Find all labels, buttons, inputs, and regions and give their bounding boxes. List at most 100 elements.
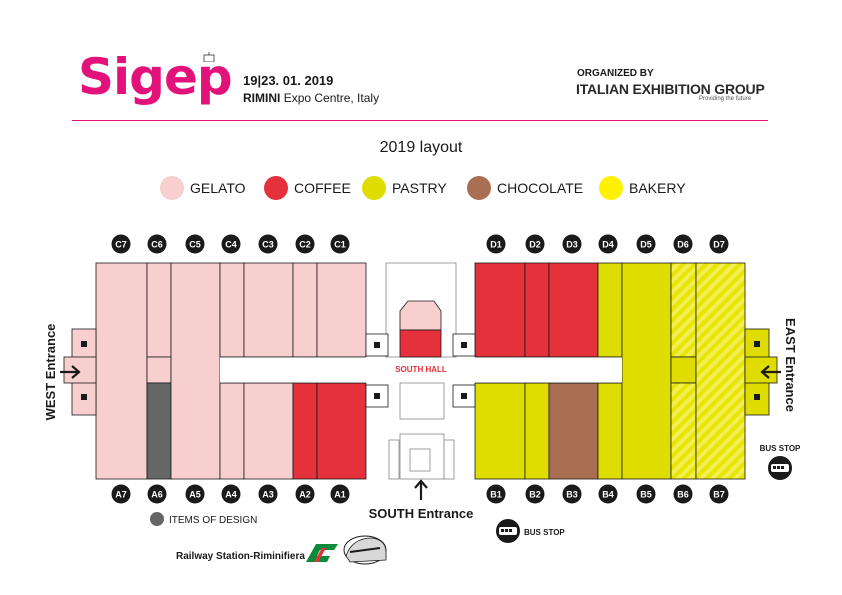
hall-badge-c6: [147, 234, 167, 254]
page-title: 2019 layout: [379, 139, 463, 156]
legend-bakery: BAKERY: [599, 176, 686, 200]
legend-chocolate-swatch: [467, 176, 491, 200]
hall-c6-lower[interactable]: [146, 356, 172, 384]
south-hall-red[interactable]: [399, 329, 442, 358]
hall-d6[interactable]: [670, 262, 697, 358]
hall-badge-d6: [673, 234, 693, 254]
hall-badge-c5: [185, 234, 205, 254]
east-entrance-label: EAST Entrance: [783, 318, 798, 412]
hall-d3[interactable]: [548, 262, 599, 358]
hall-badge-label-b6: B6: [677, 490, 689, 500]
hall-badge-d3: [562, 234, 582, 254]
hall-badge-b3: [562, 484, 582, 504]
hall-b3[interactable]: [548, 382, 599, 480]
hall-badge-b5: [636, 484, 656, 504]
hall-b2[interactable]: [524, 382, 550, 480]
hall-badge-label-d5: D5: [640, 240, 652, 250]
west-dot-top: [81, 341, 87, 347]
east-entrance-door[interactable]: [744, 356, 778, 384]
bus-stop-south-label: BUS STOP: [524, 528, 565, 537]
west-entrance-door[interactable]: [63, 356, 97, 384]
legend-gelato-label: GELATO: [190, 180, 246, 196]
legend-bakery-swatch: [599, 176, 623, 200]
hall-b6[interactable]: [670, 382, 697, 480]
south-hall-side-left: [388, 439, 400, 480]
sigep-logo: Sigep: [78, 48, 233, 106]
west-dot-bottom: [81, 394, 87, 400]
hall-c1[interactable]: [316, 262, 367, 358]
hall-badge-b7: [709, 484, 729, 504]
legend-gelato-swatch: [160, 176, 184, 200]
hall-d5-b5[interactable]: [621, 262, 672, 480]
hall-a3[interactable]: [243, 382, 294, 480]
hall-badge-label-d1: D1: [490, 240, 502, 250]
hall-a1[interactable]: [316, 382, 367, 480]
hall-badge-label-b1: B1: [490, 490, 502, 500]
hall-d6-lower[interactable]: [670, 356, 697, 384]
hall-a4[interactable]: [219, 382, 245, 480]
hall-a2[interactable]: [292, 382, 318, 480]
hall-badge-label-d6: D6: [677, 240, 689, 250]
hall-d4[interactable]: [597, 262, 623, 358]
hall-badge-c7: [111, 234, 131, 254]
header-divider: [72, 120, 768, 121]
train-icon: [343, 535, 387, 565]
hall-badge-a2: [295, 484, 315, 504]
east-dot-bottom: [754, 394, 760, 400]
hall-badge-a7: [111, 484, 131, 504]
west-entrance-label: WEST Entrance: [43, 324, 58, 421]
hall-b4[interactable]: [597, 382, 623, 480]
hall-badge-d7: [709, 234, 729, 254]
legend-coffee-label: COFFEE: [294, 180, 351, 196]
south-hall-south-wing[interactable]: [399, 382, 445, 420]
hall-badge-label-a5: A5: [189, 490, 201, 500]
hall-c7-a7[interactable]: [95, 262, 148, 480]
hall-badge-label-a6: A6: [151, 490, 163, 500]
hall-badge-a3: [258, 484, 278, 504]
legend-bakery-label: BAKERY: [629, 180, 686, 196]
south-entrance-label: SOUTH Entrance: [369, 506, 474, 521]
hall-badge-label-b2: B2: [529, 490, 541, 500]
hall-badge-d2: [525, 234, 545, 254]
organized-by-label: ORGANIZED BY: [577, 68, 654, 79]
hall-badge-label-d3: D3: [566, 240, 578, 250]
hall-badge-label-a4: A4: [225, 490, 237, 500]
hall-badge-label-a2: A2: [299, 490, 311, 500]
hall-badge-label-c3: C3: [262, 240, 274, 250]
hall-c3[interactable]: [243, 262, 294, 358]
hall-d1[interactable]: [474, 262, 526, 358]
hall-c2[interactable]: [292, 262, 318, 358]
hall-badge-b6: [673, 484, 693, 504]
hall-badge-a1: [330, 484, 350, 504]
hall-c5-a5[interactable]: [170, 262, 221, 480]
hall-badge-c3: [258, 234, 278, 254]
south-hall-pink[interactable]: [399, 300, 442, 331]
hall-badge-a5: [185, 484, 205, 504]
hall-badge-label-b4: B4: [602, 490, 614, 500]
hall-a6[interactable]: [146, 382, 172, 480]
hall-badges-south: A7 A6 A5 A4 A3 A2 A1 B1 B2 B3 B4 B5 B6 B7: [111, 484, 729, 504]
items-of-design-swatch: [150, 512, 164, 526]
hall-badge-label-d7: D7: [713, 240, 725, 250]
hall-badges-north: C7 C6 C5 C4 C3 C2 C1 D1 D2 D3 D4 D5 D6 D7: [111, 234, 729, 254]
venue-city: RIMINI: [243, 91, 281, 105]
hall-badge-label-b5: B5: [640, 490, 652, 500]
organizer-tagline: Providing the future: [699, 96, 752, 102]
hall-c6[interactable]: [146, 262, 172, 358]
hall-badge-d5: [636, 234, 656, 254]
hall-badge-c4: [221, 234, 241, 254]
hall-d7-b7[interactable]: [695, 262, 746, 480]
bus-stop-east-label: BUS STOP: [760, 444, 801, 453]
connector-nw-dot: [374, 342, 380, 348]
hall-c4[interactable]: [219, 262, 245, 358]
hall-badge-label-a3: A3: [262, 490, 274, 500]
rail-logo-icon: [306, 544, 338, 562]
bus-stop-east-icon: [768, 456, 792, 480]
hall-badge-a4: [221, 484, 241, 504]
hall-badge-b1: [486, 484, 506, 504]
hall-d2[interactable]: [524, 262, 550, 358]
hall-b1[interactable]: [474, 382, 526, 480]
south-hall-label: SOUTH HALL: [395, 365, 447, 374]
connector-ne-dot: [461, 342, 467, 348]
